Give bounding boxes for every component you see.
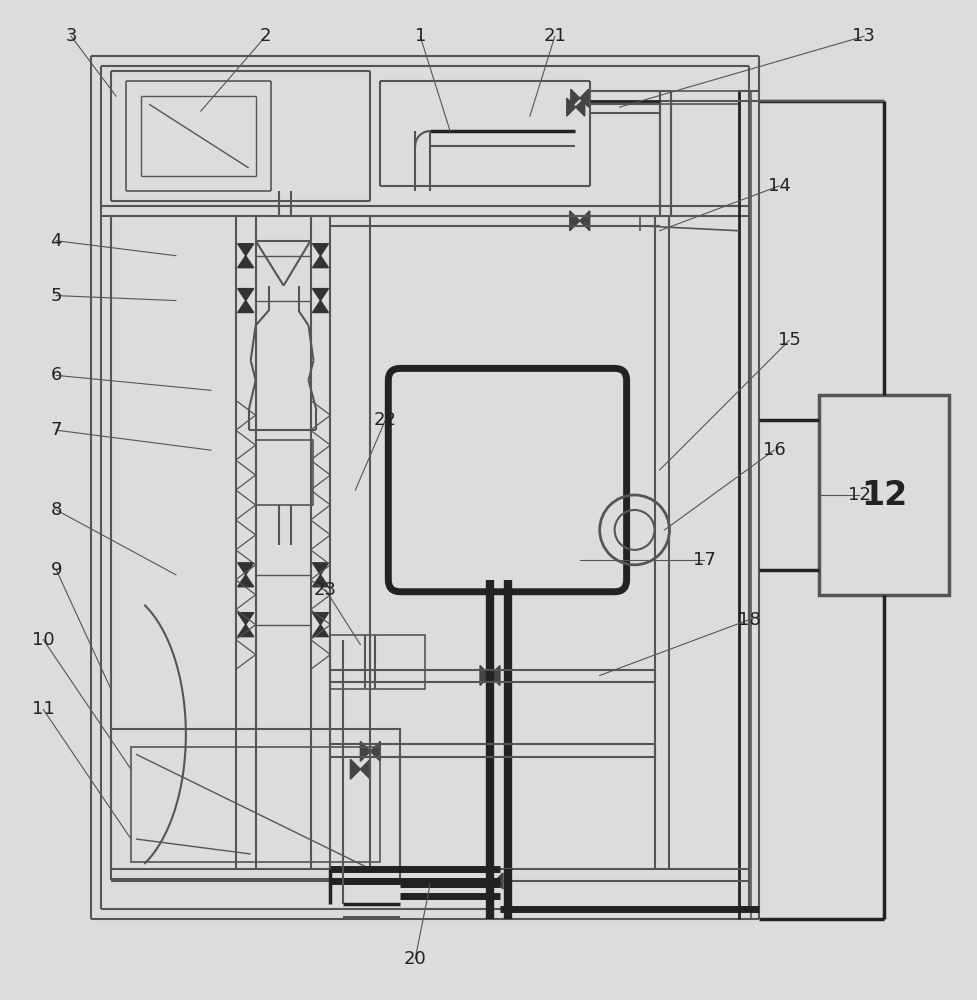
Polygon shape xyxy=(237,301,253,313)
Text: 6: 6 xyxy=(51,366,62,384)
Text: 9: 9 xyxy=(51,561,62,579)
Polygon shape xyxy=(360,759,370,779)
Polygon shape xyxy=(313,301,328,313)
Polygon shape xyxy=(313,575,328,587)
Text: 12: 12 xyxy=(847,486,870,504)
Text: 14: 14 xyxy=(767,177,789,195)
Text: 11: 11 xyxy=(32,700,55,718)
Text: 15: 15 xyxy=(777,331,800,349)
Bar xyxy=(111,729,400,879)
Text: 3: 3 xyxy=(65,27,77,45)
Bar xyxy=(255,440,314,505)
Polygon shape xyxy=(313,563,328,575)
Text: 21: 21 xyxy=(543,27,566,45)
Polygon shape xyxy=(350,759,360,779)
Text: 20: 20 xyxy=(404,950,426,968)
Text: 17: 17 xyxy=(693,551,715,569)
Text: 7: 7 xyxy=(51,421,62,439)
Text: 5: 5 xyxy=(51,287,62,305)
Polygon shape xyxy=(370,741,380,761)
Polygon shape xyxy=(237,244,253,256)
Polygon shape xyxy=(313,289,328,301)
Text: 4: 4 xyxy=(51,232,62,250)
Text: 2: 2 xyxy=(260,27,271,45)
Polygon shape xyxy=(237,575,253,587)
Polygon shape xyxy=(313,244,328,256)
Text: 12: 12 xyxy=(860,479,906,512)
Polygon shape xyxy=(237,613,253,625)
Polygon shape xyxy=(575,98,584,116)
Polygon shape xyxy=(237,563,253,575)
Text: 23: 23 xyxy=(314,581,337,599)
Text: 10: 10 xyxy=(32,631,55,649)
Polygon shape xyxy=(360,741,370,761)
Polygon shape xyxy=(567,98,575,116)
Polygon shape xyxy=(571,89,579,107)
Polygon shape xyxy=(313,625,328,637)
Polygon shape xyxy=(237,625,253,637)
Polygon shape xyxy=(579,211,589,231)
Bar xyxy=(818,395,948,595)
Polygon shape xyxy=(487,873,494,889)
Text: 13: 13 xyxy=(852,27,874,45)
Polygon shape xyxy=(237,256,253,268)
Polygon shape xyxy=(570,211,579,231)
Polygon shape xyxy=(494,873,502,889)
Polygon shape xyxy=(480,666,489,685)
Text: 18: 18 xyxy=(737,611,760,629)
Text: 1: 1 xyxy=(414,27,425,45)
Bar xyxy=(131,747,380,862)
Text: 16: 16 xyxy=(762,441,785,459)
Polygon shape xyxy=(489,666,499,685)
Polygon shape xyxy=(313,256,328,268)
Bar xyxy=(330,635,425,689)
Text: 22: 22 xyxy=(373,411,397,429)
Polygon shape xyxy=(579,89,588,107)
Polygon shape xyxy=(313,613,328,625)
Text: 8: 8 xyxy=(51,501,62,519)
Polygon shape xyxy=(237,289,253,301)
